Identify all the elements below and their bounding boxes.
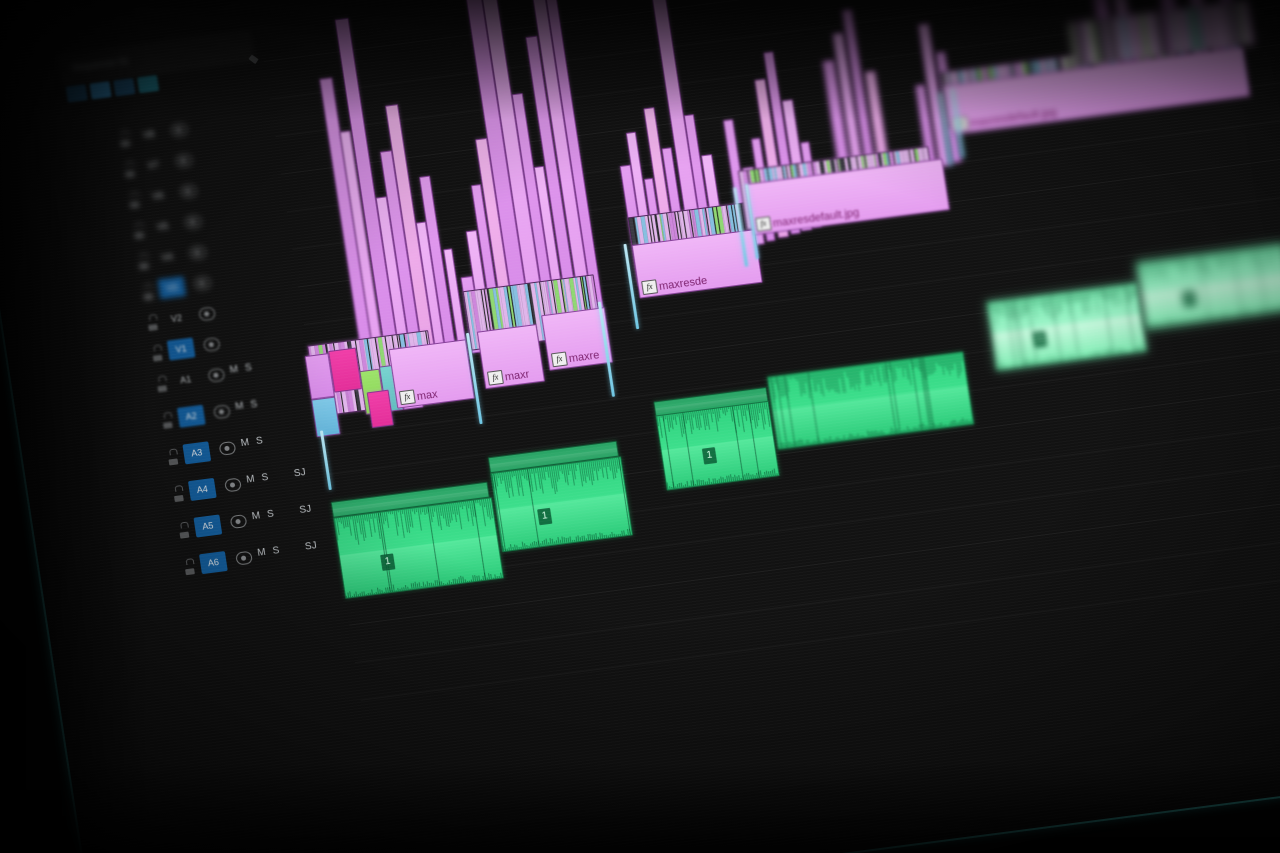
lock-icon[interactable]	[142, 283, 154, 301]
audio-waveform	[491, 457, 632, 552]
mute-solo-buttons[interactable]: MS	[229, 361, 260, 376]
eye-icon[interactable]	[170, 122, 189, 138]
lock-icon[interactable]	[173, 485, 184, 503]
mute-solo-buttons[interactable]: MS	[251, 507, 282, 523]
selection-tool-icon[interactable]	[65, 84, 88, 103]
track-name-label[interactable]: A1	[179, 374, 192, 386]
audio-channel-number: 1	[537, 507, 553, 525]
audio-channel-number: 1	[701, 447, 718, 466]
audio-waveform	[656, 402, 779, 490]
lock-icon[interactable]	[178, 521, 190, 539]
track-name-label[interactable]: A6	[199, 551, 228, 575]
fx-badge-icon[interactable]: fx	[641, 279, 659, 296]
track-select-tool-icon[interactable]	[89, 81, 112, 100]
clip-name-label: maxresde	[658, 274, 708, 293]
lock-icon[interactable]	[133, 222, 145, 240]
speaker-icon[interactable]	[207, 367, 226, 383]
lock-icon[interactable]	[123, 160, 135, 178]
mute-solo-buttons[interactable]: MS	[245, 471, 277, 486]
track-name-label[interactable]: V4	[160, 251, 174, 263]
lock-icon[interactable]	[184, 558, 195, 576]
audio-clip[interactable]: 1	[490, 456, 634, 553]
eye-icon[interactable]	[202, 337, 221, 353]
mute-solo-buttons[interactable]: MS	[256, 544, 288, 559]
speaker-icon[interactable]	[213, 404, 231, 420]
track-name-label[interactable]: A3	[182, 441, 212, 465]
mute-solo-buttons[interactable]: MS	[240, 434, 271, 450]
fx-badge-icon[interactable]: fx	[754, 216, 772, 232]
track-name-label[interactable]: V6	[151, 190, 165, 202]
fx-badge-icon[interactable]: fx	[398, 389, 416, 406]
audio-channel-number: 1	[380, 552, 396, 571]
speaker-icon[interactable]	[229, 514, 248, 529]
video-clip-block[interactable]	[328, 347, 363, 393]
audio-channel-number: 1	[1181, 290, 1198, 308]
eye-icon[interactable]	[175, 153, 193, 169]
eye-icon[interactable]	[193, 275, 212, 291]
lock-icon[interactable]	[147, 313, 158, 332]
track-name-label[interactable]: V8	[142, 128, 155, 141]
audio-clip[interactable]: 1	[655, 400, 780, 491]
speaker-icon[interactable]	[224, 477, 242, 493]
eye-icon[interactable]	[179, 183, 198, 199]
track-name-label[interactable]: V7	[147, 159, 160, 171]
track-name-label[interactable]: V1	[166, 337, 196, 361]
lock-icon[interactable]	[128, 191, 140, 209]
clip-name-label: maxre	[568, 349, 601, 366]
audio-channel-number: 1	[1032, 330, 1048, 349]
ripple-edit-tool-icon[interactable]	[113, 78, 136, 97]
clip-name-label: maxr	[504, 368, 531, 384]
track-name-label[interactable]: A4	[187, 477, 217, 501]
eye-icon[interactable]	[184, 214, 203, 230]
solo-join-button[interactable]: SJ	[293, 467, 307, 480]
fx-badge-icon[interactable]: fx	[486, 369, 504, 386]
track-name-label[interactable]: A5	[193, 514, 223, 538]
lock-icon[interactable]	[151, 344, 163, 362]
eye-icon[interactable]	[188, 245, 207, 261]
video-clip-named[interactable]: fx max	[388, 339, 475, 409]
lock-icon[interactable]	[119, 130, 131, 148]
razor-tool-icon[interactable]	[137, 74, 160, 94]
track-name-label[interactable]: V3	[157, 276, 187, 300]
mute-solo-buttons[interactable]: MS	[234, 397, 265, 413]
lock-icon[interactable]	[156, 375, 168, 393]
speaker-icon[interactable]	[235, 550, 253, 566]
solo-join-button[interactable]: SJ	[304, 540, 318, 553]
lock-icon[interactable]	[137, 252, 149, 270]
track-name-label[interactable]: V2	[170, 312, 183, 325]
eye-icon[interactable]	[198, 306, 217, 322]
video-clip-named[interactable]: fx maxr	[476, 324, 546, 390]
solo-join-button[interactable]: SJ	[298, 503, 312, 517]
track-name-label[interactable]: V5	[156, 220, 169, 233]
track-name-label[interactable]: A2	[176, 404, 206, 428]
lock-icon[interactable]	[167, 448, 179, 466]
speaker-icon[interactable]	[218, 440, 237, 456]
lock-icon[interactable]	[161, 411, 173, 429]
fx-badge-icon[interactable]: fx	[550, 351, 568, 368]
clip-name-label: max	[416, 388, 439, 403]
